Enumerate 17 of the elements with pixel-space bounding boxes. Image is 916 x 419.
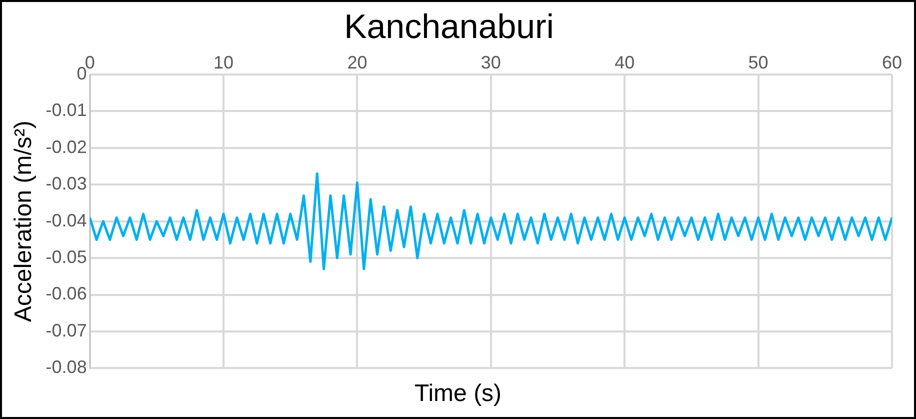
y-tick-label: -0.06 xyxy=(46,284,87,304)
x-axis-title: Time (s) xyxy=(413,380,503,408)
x-tick-label: 60 xyxy=(882,52,902,73)
y-tick-label: -0.05 xyxy=(46,246,87,267)
x-tick-label: 20 xyxy=(347,52,368,73)
x-tick-label: 10 xyxy=(214,52,234,73)
x-tick-label: 30 xyxy=(480,52,501,73)
y-tick-label: -0.02 xyxy=(46,136,87,157)
y-tick-label: -0.03 xyxy=(46,174,87,194)
chart-title: Kanchanaburi xyxy=(344,8,554,46)
y-tick-label: -0.01 xyxy=(46,100,87,120)
x-tick-label: 50 xyxy=(748,52,768,73)
y-tick-label: -0.07 xyxy=(46,320,87,340)
y-axis-title: Acceleration (m/s²) xyxy=(10,120,38,322)
x-tick-label: 40 xyxy=(614,52,635,73)
y-tick-label: -0.08 xyxy=(46,357,87,378)
y-tick-label: -0.04 xyxy=(46,210,87,230)
